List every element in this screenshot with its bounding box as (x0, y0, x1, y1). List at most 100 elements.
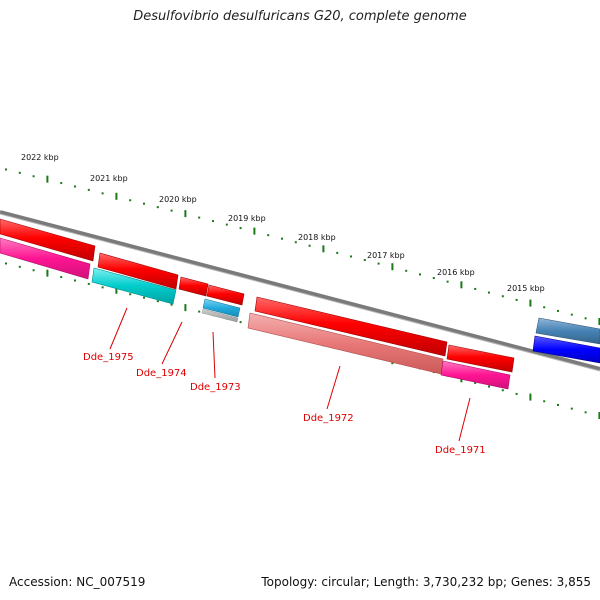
gene-block-dde-1972[interactable] (254, 296, 448, 357)
gene-block-sky[interactable] (202, 298, 241, 318)
minor-tick (419, 273, 421, 276)
minor-tick (18, 171, 21, 174)
minor-tick (32, 269, 35, 272)
gene-label-leaders (109, 307, 471, 442)
map-title: Desulfovibrio desulfuricans G20, complet… (133, 9, 467, 24)
gene-block-dde-1971[interactable] (446, 344, 515, 373)
minor-tick (557, 403, 559, 406)
minor-tick (308, 244, 311, 247)
minor-tick (294, 241, 297, 244)
minor-tick (515, 298, 518, 301)
minor-tick (143, 202, 145, 205)
genome-summary-text: Topology: circular; Length: 3,730,232 bp… (261, 575, 591, 589)
minor-tick (584, 317, 587, 320)
gene-block[interactable] (0, 237, 91, 280)
major-tick (598, 318, 600, 326)
minor-tick (225, 223, 228, 226)
minor-tick (584, 411, 587, 414)
gene-label-dde-1971[interactable]: Dde_1971 (435, 445, 486, 456)
major-tick (391, 263, 394, 271)
minor-tick (474, 287, 477, 290)
minor-tick (350, 255, 352, 258)
minor-tick (60, 182, 63, 185)
major-tick (529, 299, 532, 307)
kbp-label-2022: 2022 kbp (21, 153, 59, 162)
gene-block-magenta[interactable] (440, 360, 511, 390)
major-tick (115, 192, 118, 200)
minor-tick (74, 185, 76, 188)
minor-tick (74, 279, 76, 282)
minor-tick (129, 199, 132, 202)
accession-text: Accession: NC_007519 (9, 575, 146, 589)
minor-tick (432, 277, 435, 280)
minor-tick (377, 262, 380, 265)
major-tick (529, 393, 532, 401)
major-tick (253, 227, 256, 235)
minor-tick (170, 209, 173, 212)
minor-tick (515, 392, 518, 395)
major-tick (184, 210, 187, 218)
minor-tick (405, 269, 408, 272)
gene-label-dde-1972[interactable]: Dde_1972 (303, 413, 354, 424)
minor-tick (5, 168, 7, 171)
gene-label-dde-1974[interactable]: Dde_1974 (136, 368, 187, 379)
gene-block-steelblue[interactable] (535, 317, 600, 345)
gene-blocks (0, 218, 600, 390)
minor-tick (267, 234, 270, 237)
minor-tick (446, 280, 449, 283)
kbp-label-2021: 2021 kbp (90, 174, 128, 183)
gene-block-blue[interactable] (532, 335, 600, 364)
gene-block-dde-1975[interactable] (97, 252, 179, 290)
major-tick (598, 412, 600, 420)
minor-tick (239, 321, 242, 324)
kbp-label-2015: 2015 kbp (507, 284, 545, 293)
minor-tick (488, 385, 490, 388)
gene-block[interactable] (0, 218, 96, 262)
minor-tick (5, 262, 7, 265)
kbp-label-2016: 2016 kbp (437, 268, 475, 277)
minor-tick (474, 381, 477, 384)
minor-tick (501, 295, 504, 298)
kbp-label-2019: 2019 kbp (228, 214, 266, 223)
gene-block-dde-1974[interactable] (178, 276, 209, 297)
gene-block-dde-1973[interactable] (206, 284, 245, 306)
minor-tick (18, 265, 21, 268)
minor-tick (239, 227, 242, 230)
major-tick (184, 304, 187, 312)
minor-tick (212, 220, 214, 223)
minor-tick (570, 313, 573, 316)
major-tick (46, 269, 49, 277)
minor-tick (198, 310, 201, 313)
major-tick (460, 281, 463, 289)
genome-backbone (0, 210, 600, 372)
gene-label-dde-1973[interactable]: Dde_1973 (190, 382, 241, 393)
gene-label-dde-1975[interactable]: Dde_1975 (83, 352, 134, 363)
minor-tick (101, 192, 104, 195)
minor-tick (281, 237, 283, 240)
minor-tick (488, 291, 490, 294)
minor-tick (156, 206, 159, 209)
minor-tick (170, 303, 173, 306)
minor-tick (60, 276, 63, 279)
gene-block-grey[interactable] (201, 308, 239, 323)
minor-tick (87, 282, 90, 285)
minor-tick (143, 296, 145, 299)
gene-block-cyan[interactable] (91, 267, 177, 305)
minor-tick (543, 400, 546, 403)
minor-tick (570, 407, 573, 410)
minor-tick (363, 259, 366, 262)
major-tick (322, 245, 325, 253)
minor-tick (87, 188, 90, 191)
minor-tick (198, 216, 201, 219)
kbp-label-2017: 2017 kbp (367, 251, 405, 260)
minor-tick (501, 389, 504, 392)
minor-tick (156, 300, 159, 303)
kbp-label-2018: 2018 kbp (298, 233, 336, 242)
major-tick (115, 286, 118, 294)
kbp-label-2020: 2020 kbp (159, 195, 197, 204)
minor-tick (336, 251, 339, 254)
minor-tick (101, 286, 104, 289)
minor-tick (32, 175, 35, 178)
